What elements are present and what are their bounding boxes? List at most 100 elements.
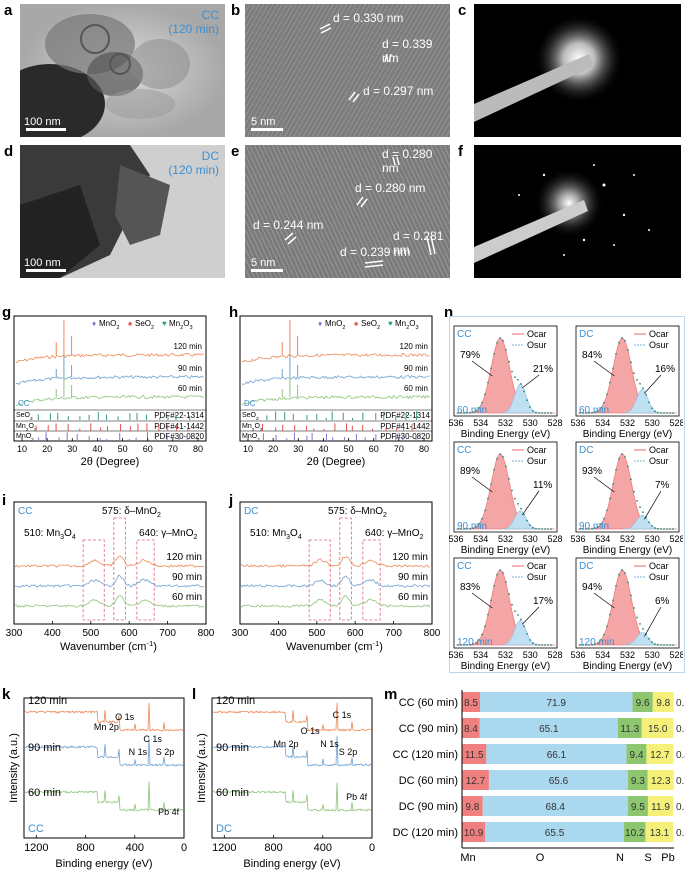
xrd-tick-label: 40 <box>92 444 102 454</box>
data-point <box>585 412 587 414</box>
data-point <box>508 478 510 480</box>
composition-value-n: 9.6 <box>636 698 650 709</box>
composition-bar-mn <box>462 770 489 790</box>
hrtem-lattice-graphic <box>245 4 450 137</box>
survey-xlabel: Binding energy (eV) <box>243 858 340 870</box>
legend-osur: Osur <box>527 456 547 466</box>
xps-tick-label: 536 <box>570 650 585 660</box>
data-point <box>663 644 665 646</box>
composition-row-label: DC (90 min) <box>399 801 458 813</box>
data-point <box>654 527 656 529</box>
composition-column-label: S <box>644 852 651 864</box>
data-point <box>487 497 489 500</box>
legend-seo2: SeO2 <box>135 319 154 331</box>
data-point <box>502 339 504 342</box>
raman-mode-label: CC <box>18 506 32 517</box>
data-point <box>520 507 522 510</box>
raman-tick-label: 500 <box>82 628 99 639</box>
scale-label: 5 nm <box>251 116 276 128</box>
data-point <box>597 525 599 528</box>
cc-time: (120 min) <box>168 22 219 36</box>
raman-curve <box>14 595 205 608</box>
data-point <box>663 528 665 530</box>
data-point <box>493 585 495 587</box>
xrd-time-label: 90 min <box>404 364 428 373</box>
peak-n1s: N 1s <box>320 739 339 749</box>
xps-xlabel: Binding Energy (eV) <box>461 661 551 671</box>
survey-tick-label: 0 <box>181 842 187 854</box>
xrd-time-label: 120 min <box>400 342 428 351</box>
data-point <box>508 593 510 596</box>
data-point <box>630 594 632 597</box>
data-point <box>669 644 671 646</box>
ocar-pointer <box>593 360 615 377</box>
composition-value-mn: 8.5 <box>464 698 478 709</box>
data-point <box>532 410 534 412</box>
xps-tick-label: 534 <box>473 650 488 660</box>
hrtem-lattice-dc-graphic <box>245 145 450 278</box>
composition-bar-s <box>647 796 674 816</box>
data-point <box>535 527 537 530</box>
data-point <box>457 412 459 414</box>
xps-tick-label: 536 <box>449 418 464 428</box>
raman-xlabel: Wavenumber (cm-1) <box>286 639 383 653</box>
data-point <box>526 399 528 402</box>
xps-time-label: 120 min <box>457 637 493 648</box>
data-point <box>457 528 459 530</box>
data-point <box>603 401 605 404</box>
ref-name-part: O <box>28 423 34 430</box>
raman-peak-510-part: 510: Mn <box>250 528 286 539</box>
d-spacing-2: d = 0.280 nm <box>355 181 426 195</box>
ocar-percent: 83% <box>460 582 480 593</box>
ocar-pointer <box>471 476 493 493</box>
composition-value-pb: 0.4 <box>676 750 685 761</box>
data-point <box>463 412 465 414</box>
composition-row-5: DC (120 min) 10.9 65.5 10.2 13.1 0.2 <box>393 822 685 842</box>
data-point <box>621 569 623 571</box>
raman-time-label: 120 min <box>166 552 202 563</box>
data-point <box>541 644 543 646</box>
data-point <box>481 633 483 636</box>
data-point <box>591 527 593 530</box>
composition-value-mn: 8.4 <box>464 724 478 735</box>
survey-ylabel: Intensity (a.u.) <box>196 733 208 803</box>
xps-frame <box>575 557 680 649</box>
composition-value-o: 65.6 <box>549 776 569 787</box>
data-point <box>609 613 611 616</box>
composition-value-n: 9.5 <box>631 802 645 813</box>
data-point <box>478 639 480 641</box>
xrd-curve-120-min <box>241 353 430 363</box>
legend-seo2-part: 2 <box>151 325 154 331</box>
data-point <box>496 573 498 576</box>
xps-xlabel: Binding Energy (eV) <box>583 545 673 556</box>
panel-label-l: l <box>192 686 197 703</box>
composition-bar-n <box>617 718 642 738</box>
data-point <box>475 409 477 412</box>
d-spacing-1: d = 0.280 nm <box>382 147 433 175</box>
ref-name: Mn2O3 <box>242 423 263 433</box>
survey-ylabel: Intensity (a.u.) <box>8 733 20 803</box>
peak-pb4f: Pb 4f <box>346 792 368 802</box>
dc-time: (120 min) <box>168 163 219 177</box>
data-point <box>669 528 671 530</box>
hrtem-image-dc: d = 0.280 nm d = 0.280 nm d = 0.244 nm d… <box>245 145 450 278</box>
data-point <box>538 412 540 414</box>
data-point <box>508 360 510 363</box>
data-point <box>582 644 584 646</box>
ref-pdf: PDF#30-0820 <box>154 432 204 441</box>
data-point <box>538 528 540 530</box>
data-point <box>588 412 590 414</box>
xps-tick-label: 530 <box>523 534 538 544</box>
xps-tick-label: 530 <box>523 418 538 428</box>
data-point <box>621 453 623 455</box>
data-point <box>523 625 525 628</box>
composition-bar-n <box>632 692 653 712</box>
data-point <box>484 393 486 396</box>
survey-tick-label: 400 <box>126 842 144 854</box>
data-point <box>633 607 635 609</box>
data-point <box>594 527 596 529</box>
legend-mn2o3-part: 2 <box>406 325 409 331</box>
data-point <box>639 382 641 385</box>
panel-label-m: m <box>384 686 398 703</box>
